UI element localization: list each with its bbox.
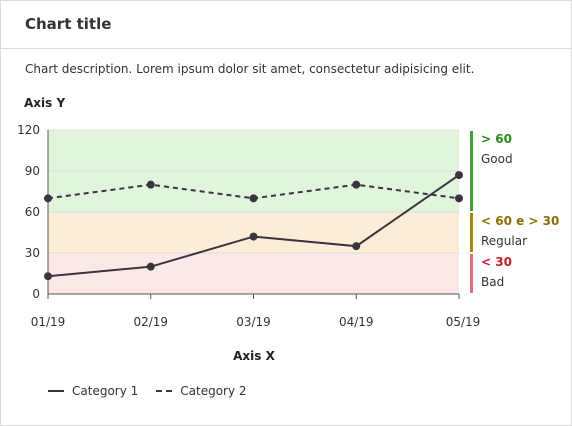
threshold-legend: < 30 Bad < 60 e > 30 Regular > 60 Good [470, 131, 559, 293]
data-point-series-1 [146, 262, 155, 271]
zone-threshold-label: < 30 [481, 255, 512, 269]
legend-item-category-1[interactable]: Category 1 [48, 384, 138, 398]
legend-solid-swatch [48, 390, 64, 392]
zone-threshold-label: < 60 e > 30 [481, 214, 559, 228]
y-axis-title: Axis Y [24, 96, 65, 110]
x-tick-label: 02/19 [133, 315, 168, 329]
axes: 0 30 60 90 120 01/19 02/19 03/19 04/19 05/19 [17, 123, 480, 329]
legend-dashed-swatch [156, 390, 173, 392]
zone-band-0 [48, 253, 459, 294]
chart-description: Chart description. Lorem ipsum dolor sit… [25, 62, 475, 76]
zone-name-label: Good [481, 152, 513, 166]
legend-item-category-2[interactable]: Category 2 [156, 384, 247, 398]
zone-bar-1 [470, 213, 473, 252]
zone-name-label: Regular [481, 234, 527, 248]
data-point-series-1 [455, 171, 463, 180]
data-point-series-1 [249, 232, 258, 241]
data-point-series-2 [455, 194, 463, 203]
card-header [1, 1, 571, 49]
data-point-series-1 [44, 272, 52, 281]
y-tick-label: 120 [17, 123, 40, 137]
data-point-series-2 [352, 180, 361, 189]
zone-bar-0 [470, 254, 473, 293]
y-tick-label: 30 [25, 246, 40, 260]
data-point-series-1 [352, 242, 361, 251]
x-tick-label: 01/19 [31, 315, 66, 329]
data-point-series-2 [249, 194, 258, 203]
data-point-series-2 [44, 194, 52, 203]
series-lines [44, 171, 463, 281]
y-tick-label: 0 [32, 287, 40, 301]
y-tick-label: 60 [25, 205, 40, 219]
zone-threshold-label: > 60 [481, 132, 512, 146]
data-point-series-2 [146, 180, 155, 189]
zone-name-label: Bad [481, 275, 504, 289]
x-tick-label: 03/19 [236, 315, 271, 329]
x-axis-title: Axis X [233, 349, 275, 363]
chart-title: Chart title [25, 15, 112, 33]
legend: Category 1 Category 2 [48, 384, 265, 398]
zone-bar-2 [470, 131, 473, 211]
x-tick-label: 05/19 [446, 315, 481, 329]
y-tick-label: 90 [25, 164, 40, 178]
legend-label: Category 2 [180, 384, 247, 398]
legend-label: Category 1 [72, 384, 139, 398]
x-tick-label: 04/19 [339, 315, 374, 329]
zone-band-1 [48, 212, 459, 253]
